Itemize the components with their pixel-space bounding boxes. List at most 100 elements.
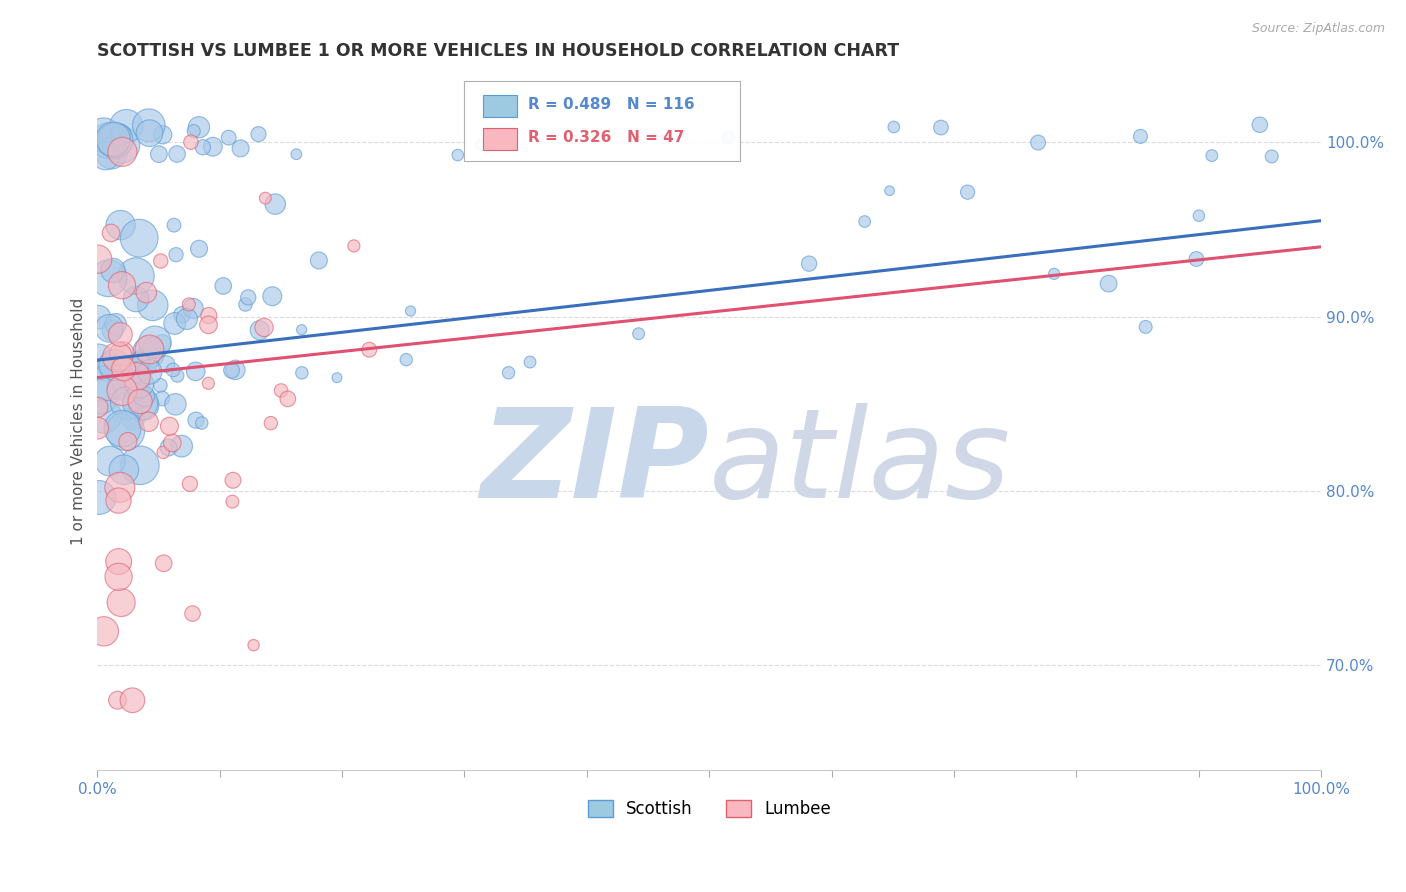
Point: [138, 126, 160, 140]
Point: [1098, 277, 1121, 291]
Point: [110, 218, 132, 232]
Point: [108, 380, 131, 394]
Point: [218, 130, 240, 145]
Point: [262, 289, 284, 303]
Point: [291, 366, 314, 380]
Point: [93, 128, 115, 142]
Point: [86, 421, 108, 435]
Point: [138, 343, 160, 357]
Point: [104, 133, 127, 147]
Point: [176, 312, 198, 326]
Point: [853, 214, 876, 228]
Point: [197, 318, 219, 332]
Point: [132, 389, 155, 403]
Text: R = 0.489   N = 116: R = 0.489 N = 116: [529, 97, 695, 112]
Point: [166, 368, 188, 383]
Point: [1129, 129, 1152, 144]
Point: [162, 435, 184, 450]
Point: [129, 394, 152, 409]
Point: [111, 422, 134, 436]
Point: [138, 345, 160, 359]
Point: [181, 301, 204, 316]
Text: Source: ZipAtlas.com: Source: ZipAtlas.com: [1251, 22, 1385, 36]
Point: [138, 118, 160, 132]
Point: [142, 298, 165, 312]
Point: [128, 365, 150, 379]
Point: [797, 257, 820, 271]
Point: [956, 185, 979, 199]
Point: [627, 326, 650, 341]
Point: [97, 134, 120, 148]
Point: [1261, 149, 1284, 163]
Point: [447, 148, 470, 162]
Point: [224, 363, 246, 377]
Point: [152, 128, 174, 142]
Point: [111, 384, 134, 398]
Point: [96, 376, 118, 390]
Point: [1043, 267, 1066, 281]
FancyBboxPatch shape: [464, 81, 740, 161]
Point: [359, 343, 381, 357]
Point: [87, 355, 110, 369]
Point: [87, 401, 110, 415]
Point: [235, 297, 257, 311]
Point: [150, 336, 173, 351]
Point: [253, 320, 276, 334]
Point: [242, 638, 264, 652]
Legend: Scottish, Lumbee: Scottish, Lumbee: [581, 793, 838, 824]
Point: [1249, 118, 1271, 132]
Point: [152, 556, 174, 570]
Point: [183, 124, 205, 138]
Point: [114, 424, 136, 438]
Point: [142, 340, 165, 354]
Point: [1185, 252, 1208, 266]
Text: ZIP: ZIP: [481, 402, 709, 524]
Point: [247, 127, 270, 141]
Point: [129, 395, 152, 409]
Point: [270, 384, 292, 398]
Point: [101, 324, 124, 338]
Point: [179, 476, 201, 491]
Point: [128, 365, 150, 379]
Point: [1026, 136, 1049, 150]
Point: [170, 308, 193, 322]
Point: [104, 317, 127, 331]
Point: [326, 370, 349, 384]
Text: R = 0.326   N = 47: R = 0.326 N = 47: [529, 130, 685, 145]
Point: [249, 323, 271, 337]
Point: [128, 458, 150, 473]
Point: [291, 323, 314, 337]
Point: [180, 135, 202, 149]
Point: [470, 137, 492, 152]
Point: [110, 137, 132, 152]
Point: [165, 397, 187, 411]
Point: [107, 493, 129, 508]
Point: [112, 463, 135, 477]
Point: [125, 292, 148, 306]
Point: [883, 120, 905, 134]
Point: [184, 364, 207, 378]
Point: [929, 120, 952, 135]
Point: [717, 130, 740, 145]
Point: [100, 146, 122, 161]
Point: [165, 247, 187, 261]
Text: atlas: atlas: [709, 402, 1011, 524]
Point: [138, 415, 160, 429]
Point: [132, 398, 155, 412]
Point: [308, 253, 330, 268]
Point: [1188, 209, 1211, 223]
Point: [97, 271, 120, 285]
Point: [264, 197, 287, 211]
Text: SCOTTISH VS LUMBEE 1 OR MORE VEHICLES IN HOUSEHOLD CORRELATION CHART: SCOTTISH VS LUMBEE 1 OR MORE VEHICLES IN…: [97, 42, 900, 60]
Point: [190, 416, 212, 430]
Point: [128, 355, 150, 369]
Point: [94, 149, 117, 163]
Point: [107, 555, 129, 569]
Point: [93, 624, 115, 639]
Point: [157, 441, 180, 455]
Point: [343, 239, 366, 253]
Point: [1135, 320, 1157, 334]
Point: [395, 352, 418, 367]
Point: [107, 570, 129, 584]
Point: [201, 139, 224, 153]
